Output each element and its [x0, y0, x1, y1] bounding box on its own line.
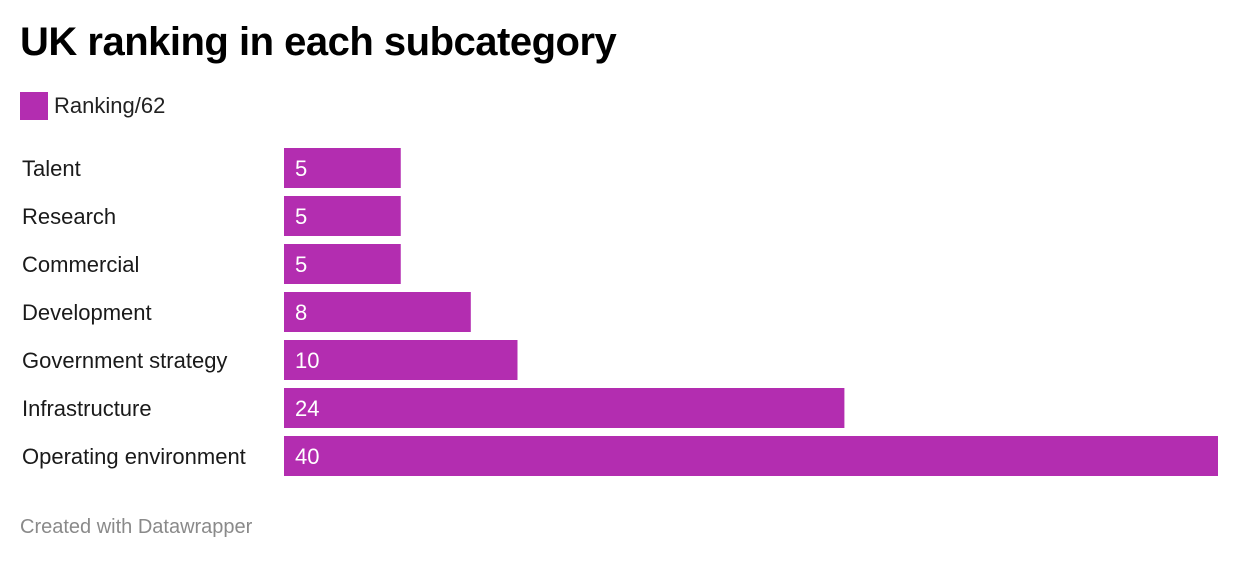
bar-value-label: 8 [295, 300, 307, 325]
bar [284, 244, 401, 284]
bar-value-label: 10 [295, 348, 319, 373]
legend-label: Ranking/62 [54, 93, 166, 118]
bar-value-label: 5 [295, 156, 307, 181]
category-label: Infrastructure [22, 396, 152, 421]
bar-value-label: 24 [295, 396, 319, 421]
legend-swatch [20, 92, 48, 120]
bar-value-label: 5 [295, 252, 307, 277]
bar [284, 340, 518, 380]
footer-credit: Created with Datawrapper [20, 516, 253, 538]
category-label: Research [22, 204, 116, 229]
bar [284, 148, 401, 188]
legend: Ranking/62 [20, 92, 165, 120]
bars-layer: Talent 5 Research 5 Commercial 5 Development 8 G… [22, 148, 1218, 476]
category-label: Government strategy [22, 348, 227, 373]
bar-value-label: 5 [295, 204, 307, 229]
bar [284, 196, 401, 236]
bar [284, 388, 845, 428]
category-label: Commercial [22, 252, 139, 277]
bar-value-label: 40 [295, 444, 319, 469]
bar [284, 292, 471, 332]
category-label: Talent [22, 156, 81, 181]
category-label: Development [22, 300, 152, 325]
chart-title: UK ranking in each subcategory [20, 20, 617, 64]
bar [284, 436, 1218, 476]
category-label: Operating environment [22, 444, 246, 469]
